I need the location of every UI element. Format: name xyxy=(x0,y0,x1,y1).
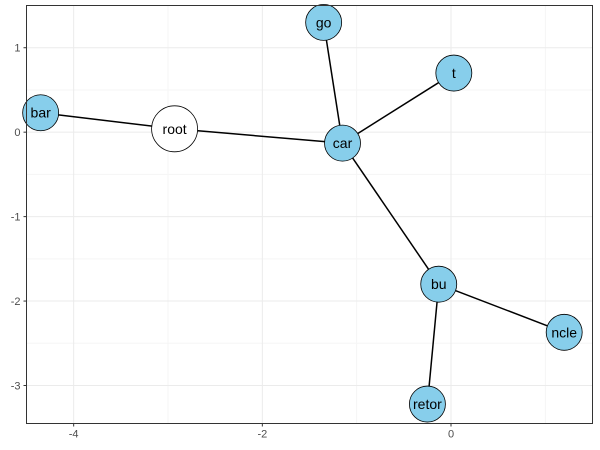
node-label: retor xyxy=(413,396,442,412)
node-go: go xyxy=(305,3,343,41)
node-bar: bar xyxy=(22,94,60,132)
nodes: root bar car go t bu ncle retor xyxy=(22,3,583,423)
node-label: t xyxy=(452,65,456,81)
y-tick-label: 1 xyxy=(14,43,20,55)
x-tick-label: -4 xyxy=(69,429,79,441)
minor-gridlines xyxy=(26,5,593,424)
node-label: bu xyxy=(431,276,447,292)
plot-panel-border xyxy=(26,5,593,424)
node-label: go xyxy=(316,14,332,30)
node-circle xyxy=(305,3,343,41)
node-car: car xyxy=(324,124,361,162)
y-tick-label: 0 xyxy=(14,127,20,139)
node-label: root xyxy=(163,121,187,137)
x-axis: -4 -2 0 xyxy=(69,423,454,441)
node-circle xyxy=(151,105,199,153)
edge-car-go xyxy=(322,22,344,144)
edge-bu-ncle xyxy=(438,283,565,334)
node-circle xyxy=(435,54,473,92)
edge-root-car xyxy=(174,128,343,144)
node-retor: retor xyxy=(409,385,446,423)
node-t: t xyxy=(435,54,473,92)
node-circle xyxy=(545,313,583,351)
x-tick-label: -2 xyxy=(257,429,267,441)
node-label: ncle xyxy=(551,324,577,340)
y-tick-label: -3 xyxy=(11,381,21,393)
edge-bu-retor xyxy=(426,284,440,405)
y-tick-label: -2 xyxy=(11,296,21,308)
node-circle xyxy=(324,124,361,162)
y-tick-label: -1 xyxy=(11,212,21,224)
node-label: car xyxy=(333,135,353,151)
x-tick-label: 0 xyxy=(448,429,454,441)
node-bu: bu xyxy=(420,265,458,303)
node-circle xyxy=(409,385,446,423)
node-circle xyxy=(420,265,458,303)
edge-car-t xyxy=(342,72,455,144)
y-axis: 1 0 -1 -2 -3 xyxy=(11,43,27,393)
node-ncle: ncle xyxy=(545,313,583,351)
node-circle xyxy=(22,94,60,132)
node-label: bar xyxy=(31,105,52,121)
node-root: root xyxy=(151,105,199,153)
edge-car-bu xyxy=(341,142,440,285)
